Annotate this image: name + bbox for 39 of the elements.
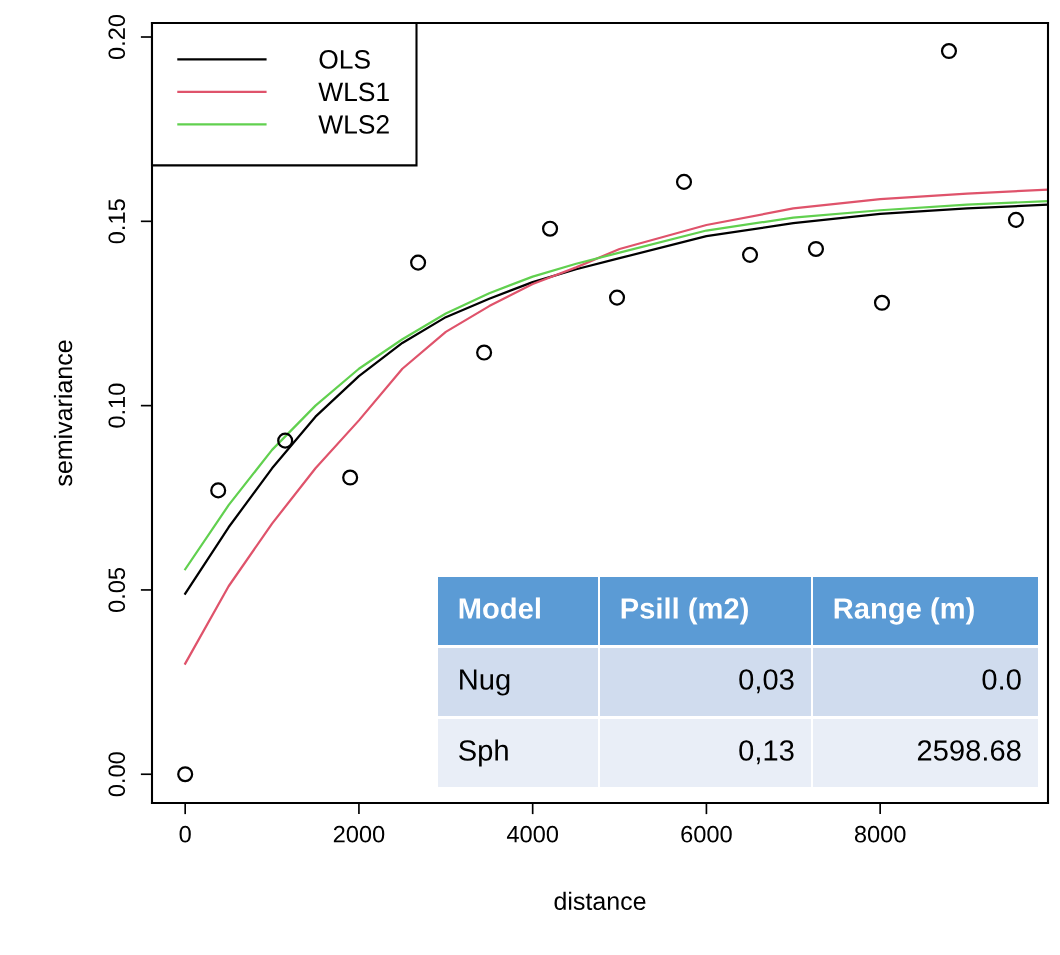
line-series xyxy=(184,188,1048,665)
y-axis-title: semivariance xyxy=(53,340,73,486)
point xyxy=(675,173,693,190)
x-tick-label: 0 xyxy=(179,825,191,843)
point xyxy=(410,254,427,271)
x-tick-label: 2000 xyxy=(333,825,385,843)
x-tick-label: 8000 xyxy=(854,825,906,843)
point xyxy=(1007,211,1024,228)
point xyxy=(608,289,626,306)
y-tick-label: 0.00 xyxy=(108,752,126,797)
point xyxy=(873,294,891,311)
legend-label: OLS xyxy=(319,50,370,69)
legend-label: WLS2 xyxy=(318,115,389,134)
annotation: Model xyxy=(459,597,540,619)
x-tick-label: 4000 xyxy=(506,825,559,843)
y-tick-label: 0.20 xyxy=(108,14,126,60)
y-tick-label: 0.05 xyxy=(108,567,126,612)
x-axis-title: distance xyxy=(554,891,646,911)
annotation: Psill (m2) xyxy=(621,597,748,625)
annotation: 0.0 xyxy=(982,669,1021,690)
y-tick-label: 0.10 xyxy=(108,383,126,428)
x-tick-label: 6000 xyxy=(681,825,732,843)
point xyxy=(342,469,359,486)
point xyxy=(476,344,493,361)
annotation: 0,03 xyxy=(739,669,794,694)
annotation: Nug xyxy=(460,669,510,696)
point xyxy=(541,220,559,237)
point xyxy=(177,766,194,783)
annotation: 2598.68 xyxy=(917,740,1021,761)
legend-label: WLS1 xyxy=(318,82,389,102)
point xyxy=(210,482,227,499)
annotation: Sph xyxy=(459,739,508,767)
point xyxy=(940,42,958,60)
annotation: Range (m) xyxy=(834,597,974,625)
point xyxy=(741,246,759,263)
annotation: 0,13 xyxy=(739,740,794,765)
y-tick-label: 0.15 xyxy=(108,199,126,244)
point xyxy=(807,240,825,258)
point xyxy=(277,432,294,449)
